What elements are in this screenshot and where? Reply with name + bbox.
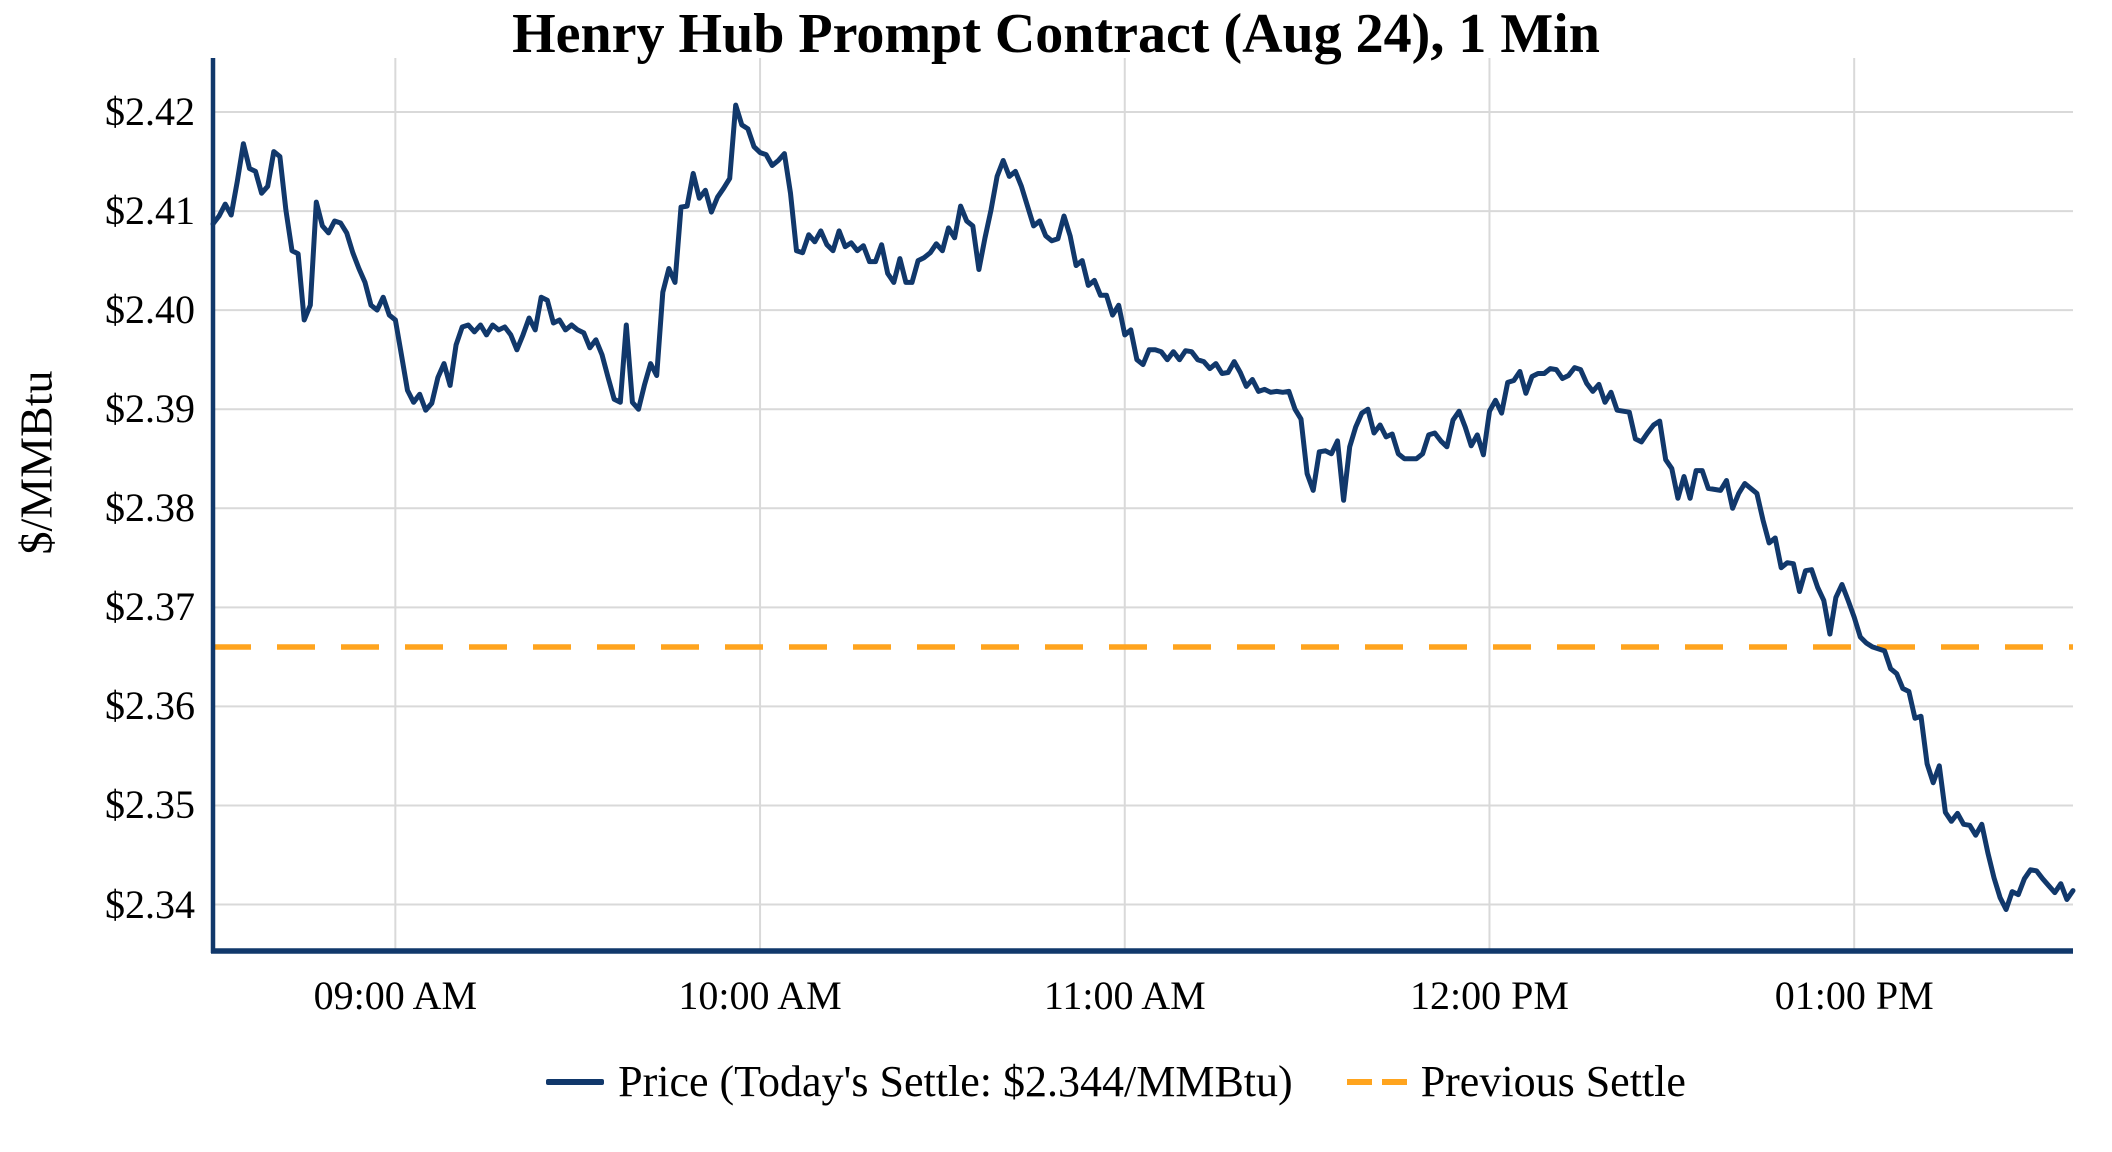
chart-title: Henry Hub Prompt Contract (Aug 24), 1 Mi… — [512, 3, 1600, 65]
legend-price-label: Price (Today's Settle: $2.344/MMBtu) — [618, 1057, 1293, 1106]
x-tick-label: 10:00 AM — [678, 973, 842, 1018]
x-tick-label: 09:00 AM — [313, 973, 478, 1018]
y-tick-label: $2.41 — [105, 188, 195, 234]
y-tick-label: $2.35 — [105, 782, 195, 828]
price-line-swatch — [546, 1078, 605, 1085]
x-tick-label: 01:00 PM — [1774, 973, 1934, 1018]
legend: Price (Today's Settle: $2.344/MMBtu) Pre… — [0, 1056, 2112, 1107]
x-tick-label: 11:00 AM — [1043, 973, 1206, 1018]
x-tick-label: 12:00 PM — [1410, 973, 1569, 1018]
y-tick-label: $2.36 — [105, 683, 195, 729]
price-line — [210, 102, 2076, 912]
y-tick-label: $2.34 — [105, 881, 195, 927]
y-tick-label: $2.38 — [105, 485, 195, 531]
y-tick-label: $2.39 — [105, 386, 195, 432]
previous-settle-swatch — [1346, 1078, 1407, 1085]
y-tick-label: $2.40 — [105, 287, 195, 333]
y-tick-label: $2.42 — [105, 89, 195, 134]
legend-previous-settle-label: Previous Settle — [1420, 1057, 1686, 1106]
y-tick-label: $2.37 — [105, 584, 195, 630]
